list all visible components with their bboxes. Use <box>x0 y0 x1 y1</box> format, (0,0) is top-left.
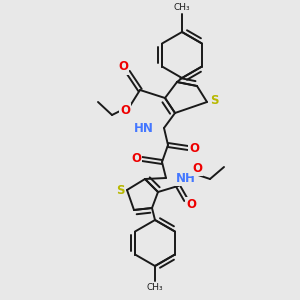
Text: O: O <box>118 61 128 74</box>
Text: O: O <box>192 161 202 175</box>
Text: O: O <box>189 142 199 154</box>
Text: O: O <box>186 199 196 212</box>
Text: S: S <box>116 184 124 196</box>
Text: HN: HN <box>134 122 154 134</box>
Text: S: S <box>210 94 218 106</box>
Text: CH₃: CH₃ <box>174 4 190 13</box>
Text: CH₃: CH₃ <box>147 283 163 292</box>
Text: O: O <box>131 152 141 166</box>
Text: O: O <box>120 104 130 118</box>
Text: NH: NH <box>176 172 196 184</box>
